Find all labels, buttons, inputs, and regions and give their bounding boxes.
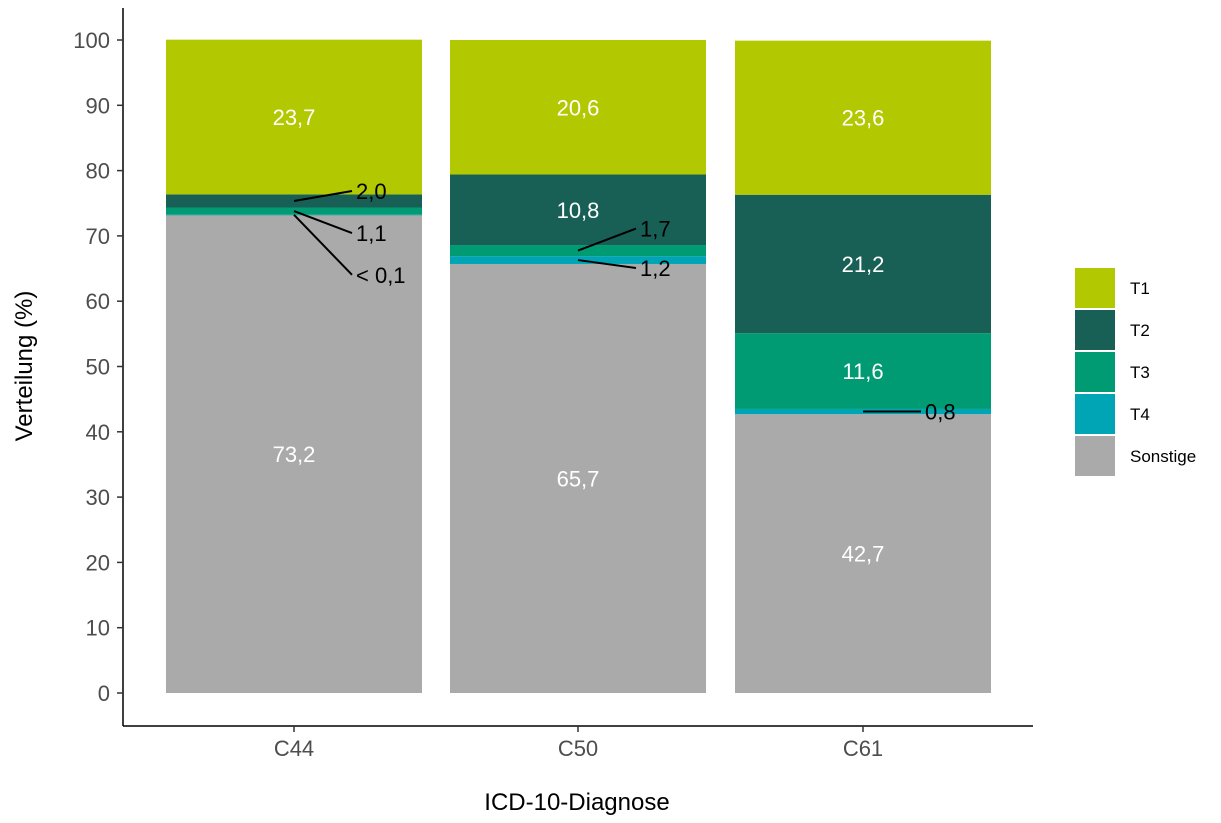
y-tick-label: 60 [86, 289, 110, 314]
legend-swatch [1075, 394, 1115, 434]
data-label: 10,8 [557, 198, 600, 223]
legend-label: T2 [1130, 321, 1150, 340]
x-tick-label: C50 [558, 736, 598, 761]
legend-swatch [1075, 436, 1115, 476]
x-tick-label: C44 [274, 736, 314, 761]
bar-segment [735, 333, 991, 409]
bar-segment [166, 215, 422, 693]
data-labels: 73,2 23,7 2,0 1,1 < 0,1 65,7 10,8 20,6 1,7 1,2 42,… [273, 95, 956, 566]
data-label: < 0,1 [356, 263, 406, 288]
y-tick-label: 90 [86, 93, 110, 118]
leader-line [293, 214, 353, 276]
bars [166, 39, 991, 693]
leader-lines [293, 189, 921, 413]
y-ticks: 0 10 20 30 40 50 60 70 80 90 100 [73, 28, 123, 706]
data-label: 1,2 [640, 256, 671, 281]
bar-segment [450, 40, 706, 175]
leader-line [577, 259, 637, 270]
legend-label: T3 [1130, 363, 1150, 382]
bar-segment [735, 414, 991, 693]
data-label: 42,7 [842, 542, 885, 567]
legend-swatch [1075, 310, 1115, 350]
data-label: 20,6 [557, 95, 600, 120]
y-axis-title: Verteilung (%) [11, 291, 38, 442]
y-tick-label: 100 [73, 28, 110, 53]
legend-swatch [1075, 268, 1115, 308]
legend-label: T4 [1130, 405, 1150, 424]
leader-line [293, 189, 353, 202]
bar-segment [166, 39, 422, 195]
x-ticks: C44 C50 C61 [274, 726, 883, 761]
bar-segment [735, 40, 991, 195]
data-label: 23,6 [842, 106, 885, 131]
leader-line [293, 210, 353, 235]
data-label: 1,1 [356, 221, 387, 246]
data-label: 21,2 [842, 252, 885, 277]
data-label: 65,7 [557, 466, 600, 491]
y-tick-label: 70 [86, 224, 110, 249]
leader-line [577, 227, 637, 252]
y-tick-label: 30 [86, 485, 110, 510]
x-axis-title: ICD-10-Diagnose [484, 789, 669, 816]
bar-segment [450, 263, 706, 693]
bar-segment [450, 174, 706, 246]
y-tick-label: 10 [86, 616, 110, 641]
bar-segment [735, 194, 991, 334]
y-tick-label: 40 [86, 420, 110, 445]
y-tick-label: 0 [98, 681, 110, 706]
data-label: 11,6 [842, 359, 883, 384]
legend: T1 T2 T3 T4 Sonstige [1075, 268, 1196, 476]
y-tick-label: 50 [86, 355, 110, 380]
data-label: 1,7 [640, 217, 671, 242]
legend-label: Sonstige [1130, 447, 1196, 466]
data-label: 2,0 [356, 179, 387, 204]
y-tick-label: 20 [86, 550, 110, 575]
legend-label: T1 [1130, 279, 1150, 298]
data-label: 73,2 [273, 442, 316, 467]
y-tick-label: 80 [86, 159, 110, 184]
legend-swatch [1075, 352, 1115, 392]
data-label: 0,8 [925, 400, 956, 425]
data-label: 23,7 [273, 105, 316, 130]
x-tick-label: C61 [843, 736, 883, 761]
